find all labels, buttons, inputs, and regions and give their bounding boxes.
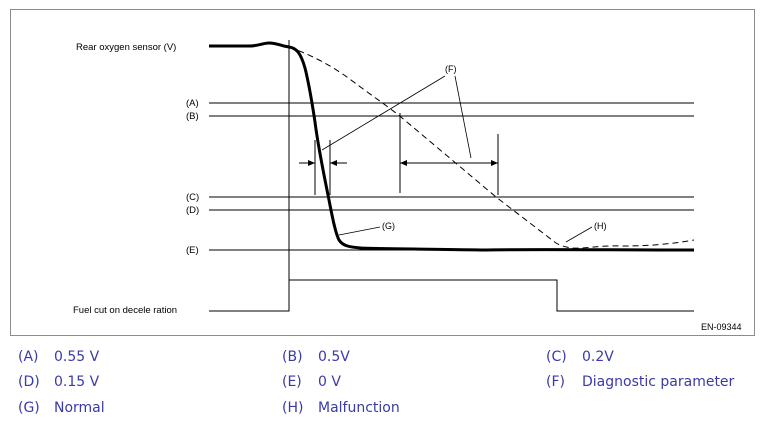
f-normal-arrowhead-left <box>308 160 315 166</box>
legend-item-c: (C) 0.2V <box>546 349 614 365</box>
y-axis-label: Rear oxygen sensor (V) <box>76 42 176 53</box>
callout-g-label: (G) <box>382 221 395 231</box>
legend-item-h: (H) Malfunction <box>282 400 400 416</box>
level-label-d: (D) <box>186 205 199 216</box>
f-malf-arrowhead-left <box>400 160 407 166</box>
level-label-b: (B) <box>186 111 199 122</box>
legend-code: (C) <box>546 349 567 365</box>
fuel-cut-signal <box>209 279 694 312</box>
legend-code: (H) <box>282 400 304 416</box>
diagram-svg: Rear oxygen sensor (V) (A) (B) (C) (D) (… <box>73 40 742 332</box>
level-label-e: (E) <box>186 245 199 256</box>
malfunction-curve <box>288 46 695 249</box>
figure-id: EN-09344 <box>701 322 742 332</box>
legend-code: (G) <box>18 400 40 416</box>
legend-item-d: (D) 0.15 V <box>18 374 99 390</box>
callout-f-leader-malf <box>454 75 472 159</box>
legend-item-a: (A) 0.55 V <box>18 349 99 365</box>
legend-item-g: (G) Normal <box>18 400 105 416</box>
legend-text: 0.2V <box>582 349 614 365</box>
callout-h-label: (H) <box>594 221 607 231</box>
legend-code: (B) <box>282 349 303 365</box>
f-normal-arrowhead-right <box>330 160 337 166</box>
legend-item-e: (E) 0 V <box>282 374 341 390</box>
legend-text: Normal <box>54 400 105 416</box>
legend-code: (E) <box>282 374 302 390</box>
level-label-a: (A) <box>186 98 199 109</box>
f-malf-arrowhead-right <box>491 160 498 166</box>
callout-g-leader <box>338 226 381 236</box>
legend-code: (A) <box>18 349 39 365</box>
legend-item-b: (B) 0.5V <box>282 349 350 365</box>
legend-text: 0.55 V <box>54 349 100 365</box>
legend-text: 0.15 V <box>54 374 100 390</box>
fuel-cut-label: Fuel cut on decele ration <box>73 305 177 316</box>
level-label-c: (C) <box>186 192 199 203</box>
legend-text: Diagnostic parameter <box>582 374 735 390</box>
normal-curve <box>209 41 695 252</box>
legend-text: 0 V <box>318 374 341 390</box>
legend-code: (D) <box>18 374 40 390</box>
legend-code: (F) <box>546 374 565 390</box>
callout-f-leader-normal <box>321 75 446 151</box>
timing-diagram: Rear oxygen sensor (V) (A) (B) (C) (D) (… <box>10 9 755 336</box>
callout-f-label: (F) <box>445 64 457 74</box>
legend-text: Malfunction <box>318 400 400 416</box>
legend-item-f: (F) Diagnostic parameter <box>546 374 734 390</box>
legend-text: 0.5V <box>318 349 350 365</box>
callout-h-leader <box>565 226 593 243</box>
